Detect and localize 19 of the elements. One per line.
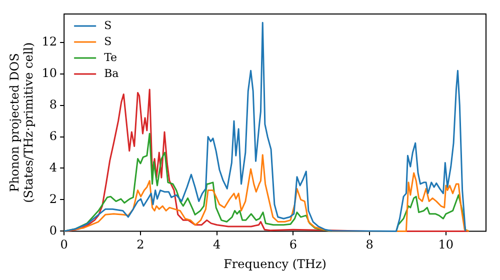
x-tick-label: 10 bbox=[438, 238, 454, 252]
x-tick-label: 0 bbox=[60, 238, 68, 252]
legend-label: Te bbox=[104, 50, 118, 64]
y-tick-label: 2 bbox=[49, 192, 58, 206]
y-tick-label: 8 bbox=[49, 97, 58, 112]
y-tick-label: 12 bbox=[42, 34, 58, 48]
y-tick-label: 0 bbox=[49, 223, 58, 238]
y-axis-title: Phonon projected DOS (States/THz·primitive cell) bbox=[7, 42, 36, 203]
x-axis-title: Frequency (THz) bbox=[224, 256, 326, 271]
x-tick-label: 6 bbox=[289, 238, 297, 252]
x-tick-label: 8 bbox=[366, 238, 374, 252]
x-tick-label: 4 bbox=[212, 238, 221, 252]
y-tick-label: 6 bbox=[49, 128, 58, 143]
y-tick-label: 10 bbox=[42, 66, 58, 80]
legend-label: S bbox=[104, 18, 112, 32]
legend-label: S bbox=[104, 34, 112, 48]
y-tick-label: 4 bbox=[49, 160, 58, 174]
legend-label: Ba bbox=[104, 66, 120, 80]
x-tick-label: 2 bbox=[136, 238, 144, 252]
